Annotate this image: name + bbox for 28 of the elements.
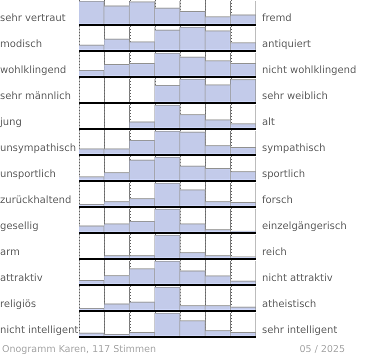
y2-axis-title: antiquiert [261, 39, 311, 52]
y-axis-title: arm [0, 247, 21, 260]
y2-axis-title: sehr weiblich [261, 91, 328, 104]
y2-axis-title: atheistisch [261, 299, 316, 312]
y-axis-title: jung [0, 117, 23, 130]
y-axis-title: gesellig [0, 221, 40, 234]
y-axis-title: modisch [0, 39, 44, 52]
y2-axis-title: sympathisch [261, 143, 326, 156]
y2-axis-title: sportlich [261, 169, 306, 182]
y2-axis-title: alt [261, 117, 275, 130]
y2-axis-title: forsch [261, 195, 293, 208]
y-axis-title: wohlklingend [0, 65, 68, 78]
y-axis-title: attraktiv [0, 273, 44, 286]
text: 05 / 2025 [299, 344, 345, 355]
y-axis-title: sehr männlich [0, 91, 72, 104]
y2-axis-title: nicht wohlklingend [261, 65, 356, 78]
y2-axis-title: reich [261, 247, 287, 260]
y2-axis-title: fremd [261, 13, 292, 26]
y2-axis-title: einzelgängerisch [261, 221, 347, 234]
y-axis-title: nicht intelligent [0, 325, 79, 338]
text: Onogramm Karen, 117 Stimmen [2, 344, 156, 355]
y2-axis-title: nicht attraktiv [261, 273, 333, 286]
y-axis-title: zurückhaltend [0, 195, 72, 208]
y-axis-title: unsportlich [0, 169, 57, 182]
y-axis-title: sehr vertraut [0, 13, 67, 26]
y2-axis-title: sehr intelligent [261, 325, 338, 338]
y-axis-title: unsympathisch [0, 143, 78, 156]
y-axis-title: religiös [0, 299, 38, 312]
